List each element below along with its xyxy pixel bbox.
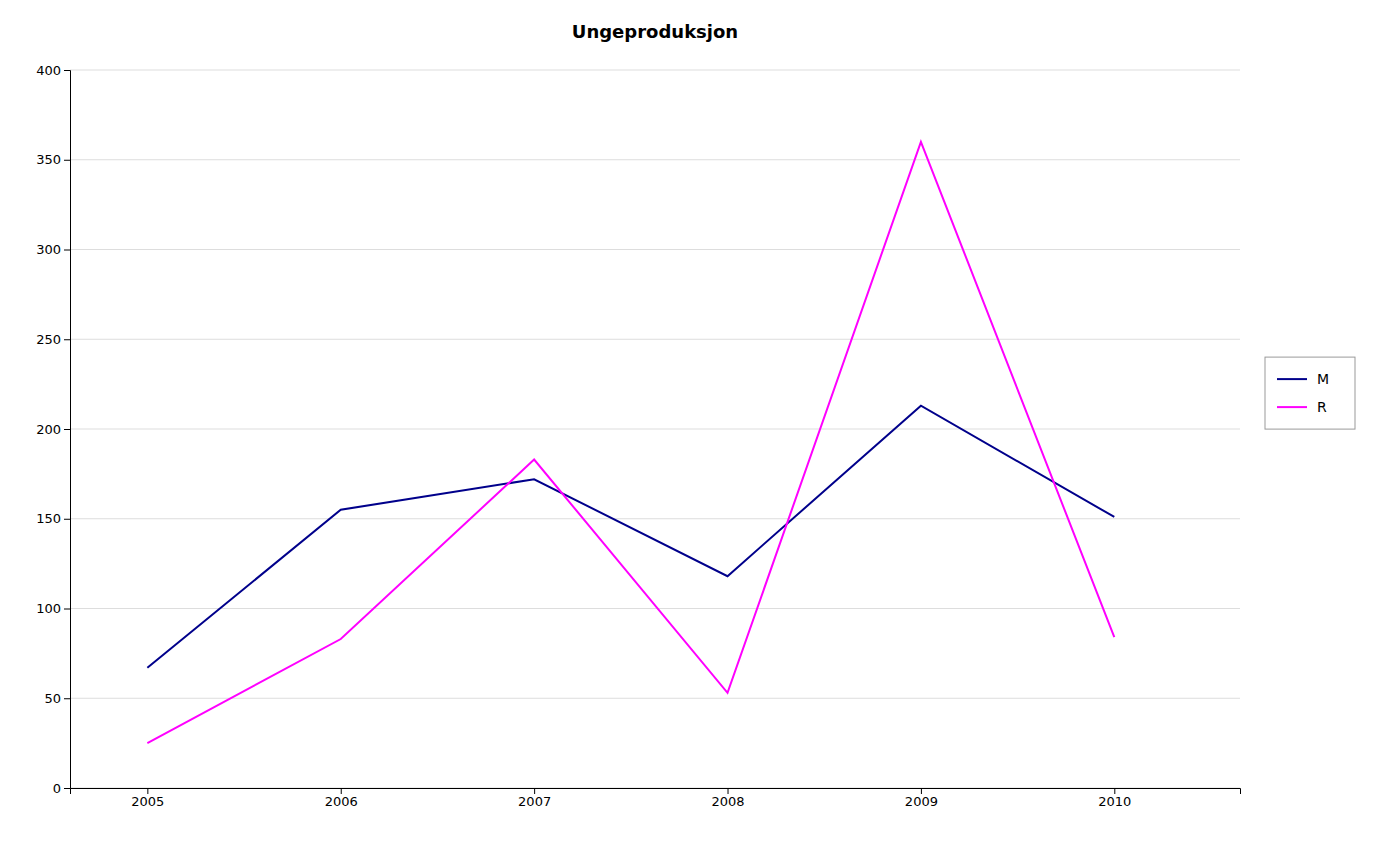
tick-label: 50 [44, 691, 61, 706]
tick-label: 300 [36, 242, 61, 257]
tick-label: 2008 [711, 794, 744, 809]
grid-line [70, 518, 1240, 519]
legend-label: R [1317, 399, 1327, 415]
chart-title: Ungeproduksjon [572, 21, 738, 42]
tick-label: 250 [36, 332, 61, 347]
tick: 100 [36, 601, 70, 616]
legend: MR [1265, 357, 1355, 429]
tick-mark [728, 788, 729, 794]
series-line [147, 142, 1114, 743]
tick: 350 [36, 152, 70, 167]
tick-label: 2009 [905, 794, 938, 809]
tick: 2007 [518, 788, 551, 809]
grid-line [70, 249, 1240, 250]
tick-mark [64, 160, 70, 161]
tick-label: 0 [53, 781, 61, 796]
tick-mark [64, 70, 70, 71]
legend-swatch [1277, 406, 1307, 408]
tick-mark [534, 788, 535, 794]
tick: 400 [36, 63, 70, 78]
x-axis: 2005 2006 2007 2008 2009 2010 [71, 788, 1241, 809]
tick-label: 2005 [131, 794, 164, 809]
tick: 2008 [711, 788, 744, 809]
tick-label: 100 [36, 601, 61, 616]
legend-frame [1265, 357, 1355, 429]
tick: 250 [36, 332, 70, 347]
tick-mark [64, 609, 70, 610]
tick-label: 150 [36, 511, 61, 526]
tick-mark [64, 250, 70, 251]
lines [147, 142, 1114, 743]
tick-mark [64, 519, 70, 520]
legend-swatch [1277, 378, 1307, 380]
tick-label: 350 [36, 152, 61, 167]
y-axis: 0 50 100 150 200 250 300 350 400 [36, 63, 70, 796]
tick-mark [341, 788, 342, 794]
tick: 0 [53, 781, 70, 796]
grid-line [70, 698, 1240, 699]
grid-line [70, 159, 1240, 160]
tick-mark [147, 788, 148, 794]
tick-label: 2006 [325, 794, 358, 809]
axis-line [64, 71, 71, 789]
tick-label: 2010 [1098, 794, 1131, 809]
grid-line [70, 339, 1240, 340]
tick-mark [64, 339, 70, 340]
tick: 200 [36, 422, 70, 437]
tick: 50 [44, 691, 70, 706]
tick: 2005 [131, 788, 164, 809]
tick-label: 2007 [518, 794, 551, 809]
tick: 300 [36, 242, 70, 257]
series-line [147, 406, 1114, 668]
grid-line [70, 608, 1240, 609]
tick: 2006 [325, 788, 358, 809]
legend-label: M [1317, 371, 1329, 387]
plot-area: 2005 2006 2007 2008 2009 2010 0 50 100 150 200 250 3… [36, 63, 1240, 810]
tick-mark [921, 788, 922, 794]
tick-mark [1114, 788, 1115, 794]
tick: 2010 [1098, 788, 1131, 809]
tick-label: 200 [36, 422, 61, 437]
tick: 150 [36, 511, 70, 526]
tick: 2009 [905, 788, 938, 809]
tick-mark [64, 698, 70, 699]
grid-line [70, 70, 1240, 71]
axis-line [71, 789, 1241, 795]
chart-svg: 2005 2006 2007 2008 2009 2010 0 50 100 150 200 250 3… [0, 0, 1390, 848]
tick-label: 400 [36, 63, 61, 78]
grid-line [70, 429, 1240, 430]
grid [70, 70, 1240, 788]
tick-mark [64, 429, 70, 430]
tick-mark [64, 788, 70, 789]
